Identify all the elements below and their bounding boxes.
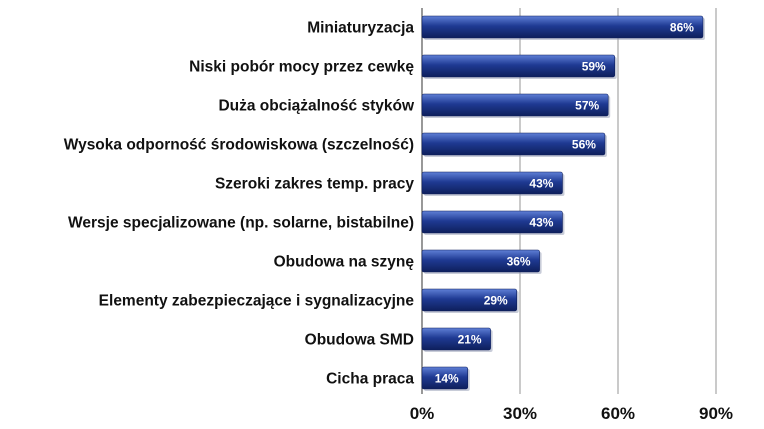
category-label: Elementy zabezpieczające i sygnalizacyjn…: [99, 293, 415, 310]
data-label: 36%: [507, 255, 531, 269]
x-tick-label: 30%: [503, 404, 537, 423]
x-axis-ticks: 0% 30% 60% 90%: [410, 404, 733, 423]
data-label: 14%: [435, 372, 459, 386]
data-label: 21%: [458, 333, 482, 347]
x-tick-label: 60%: [601, 404, 635, 423]
category-label: Cicha praca: [326, 371, 414, 388]
category-label: Wysoka odporność środowiskowa (szczelnoś…: [64, 137, 414, 154]
data-label: 56%: [572, 138, 596, 152]
bar: [421, 171, 563, 195]
bar: [421, 93, 609, 117]
bar: [421, 366, 469, 390]
category-labels: Miniaturyzacja Niski pobór mocy przez cew…: [64, 20, 415, 388]
category-label: Niski pobór mocy przez cewkę: [189, 59, 414, 76]
data-label: 86%: [670, 21, 694, 35]
bar: [421, 327, 491, 351]
data-label: 29%: [484, 294, 508, 308]
category-label: Duża obciążalność styków: [218, 98, 414, 115]
category-label: Wersje specjalizowane (np. solarne, bist…: [68, 215, 414, 232]
bar: [421, 210, 563, 234]
bar: [421, 132, 606, 156]
data-label: 59%: [582, 60, 606, 74]
category-label: Miniaturyzacja: [307, 20, 414, 37]
data-label: 57%: [575, 99, 599, 113]
x-tick-label: 90%: [699, 404, 733, 423]
bar: [421, 288, 518, 312]
category-label: Szeroki zakres temp. pracy: [215, 176, 414, 193]
category-label: Obudowa SMD: [305, 332, 414, 349]
data-label: 43%: [529, 216, 553, 230]
x-tick-label: 0%: [410, 404, 435, 423]
bar: [421, 54, 616, 78]
data-label: 43%: [529, 177, 553, 191]
category-label: Obudowa na szynę: [274, 254, 415, 271]
bar: [421, 15, 704, 39]
bar: [421, 249, 540, 273]
bars: 86% 59% 57% 56% 43% 43% 36% 29% 21% 14%: [421, 15, 705, 391]
